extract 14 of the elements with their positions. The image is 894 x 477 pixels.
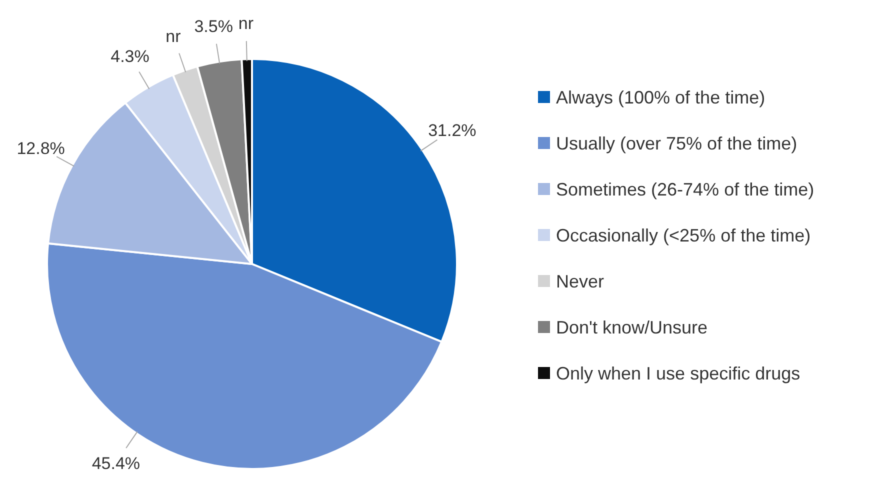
data-label: 12.8% (16, 138, 65, 158)
legend-label: Usually (over 75% of the time) (556, 133, 798, 154)
legend-label: Don't know/Unsure (556, 317, 708, 338)
legend-label: Always (100% of the time) (556, 87, 766, 108)
data-label: 4.3% (110, 47, 150, 66)
data-label: nr (166, 27, 182, 46)
data-label: 3.5% (194, 17, 233, 36)
legend-label: Only when I use specific drugs (556, 363, 800, 384)
legend-label: Never (556, 271, 604, 292)
data-label: nr (238, 14, 254, 34)
data-label: 31.2% (428, 120, 476, 140)
legend-label: Sometimes (26-74% of the time) (556, 179, 814, 200)
data-label: 45.4% (92, 454, 140, 473)
legend-label: Occasionally (<25% of the time) (556, 225, 811, 246)
